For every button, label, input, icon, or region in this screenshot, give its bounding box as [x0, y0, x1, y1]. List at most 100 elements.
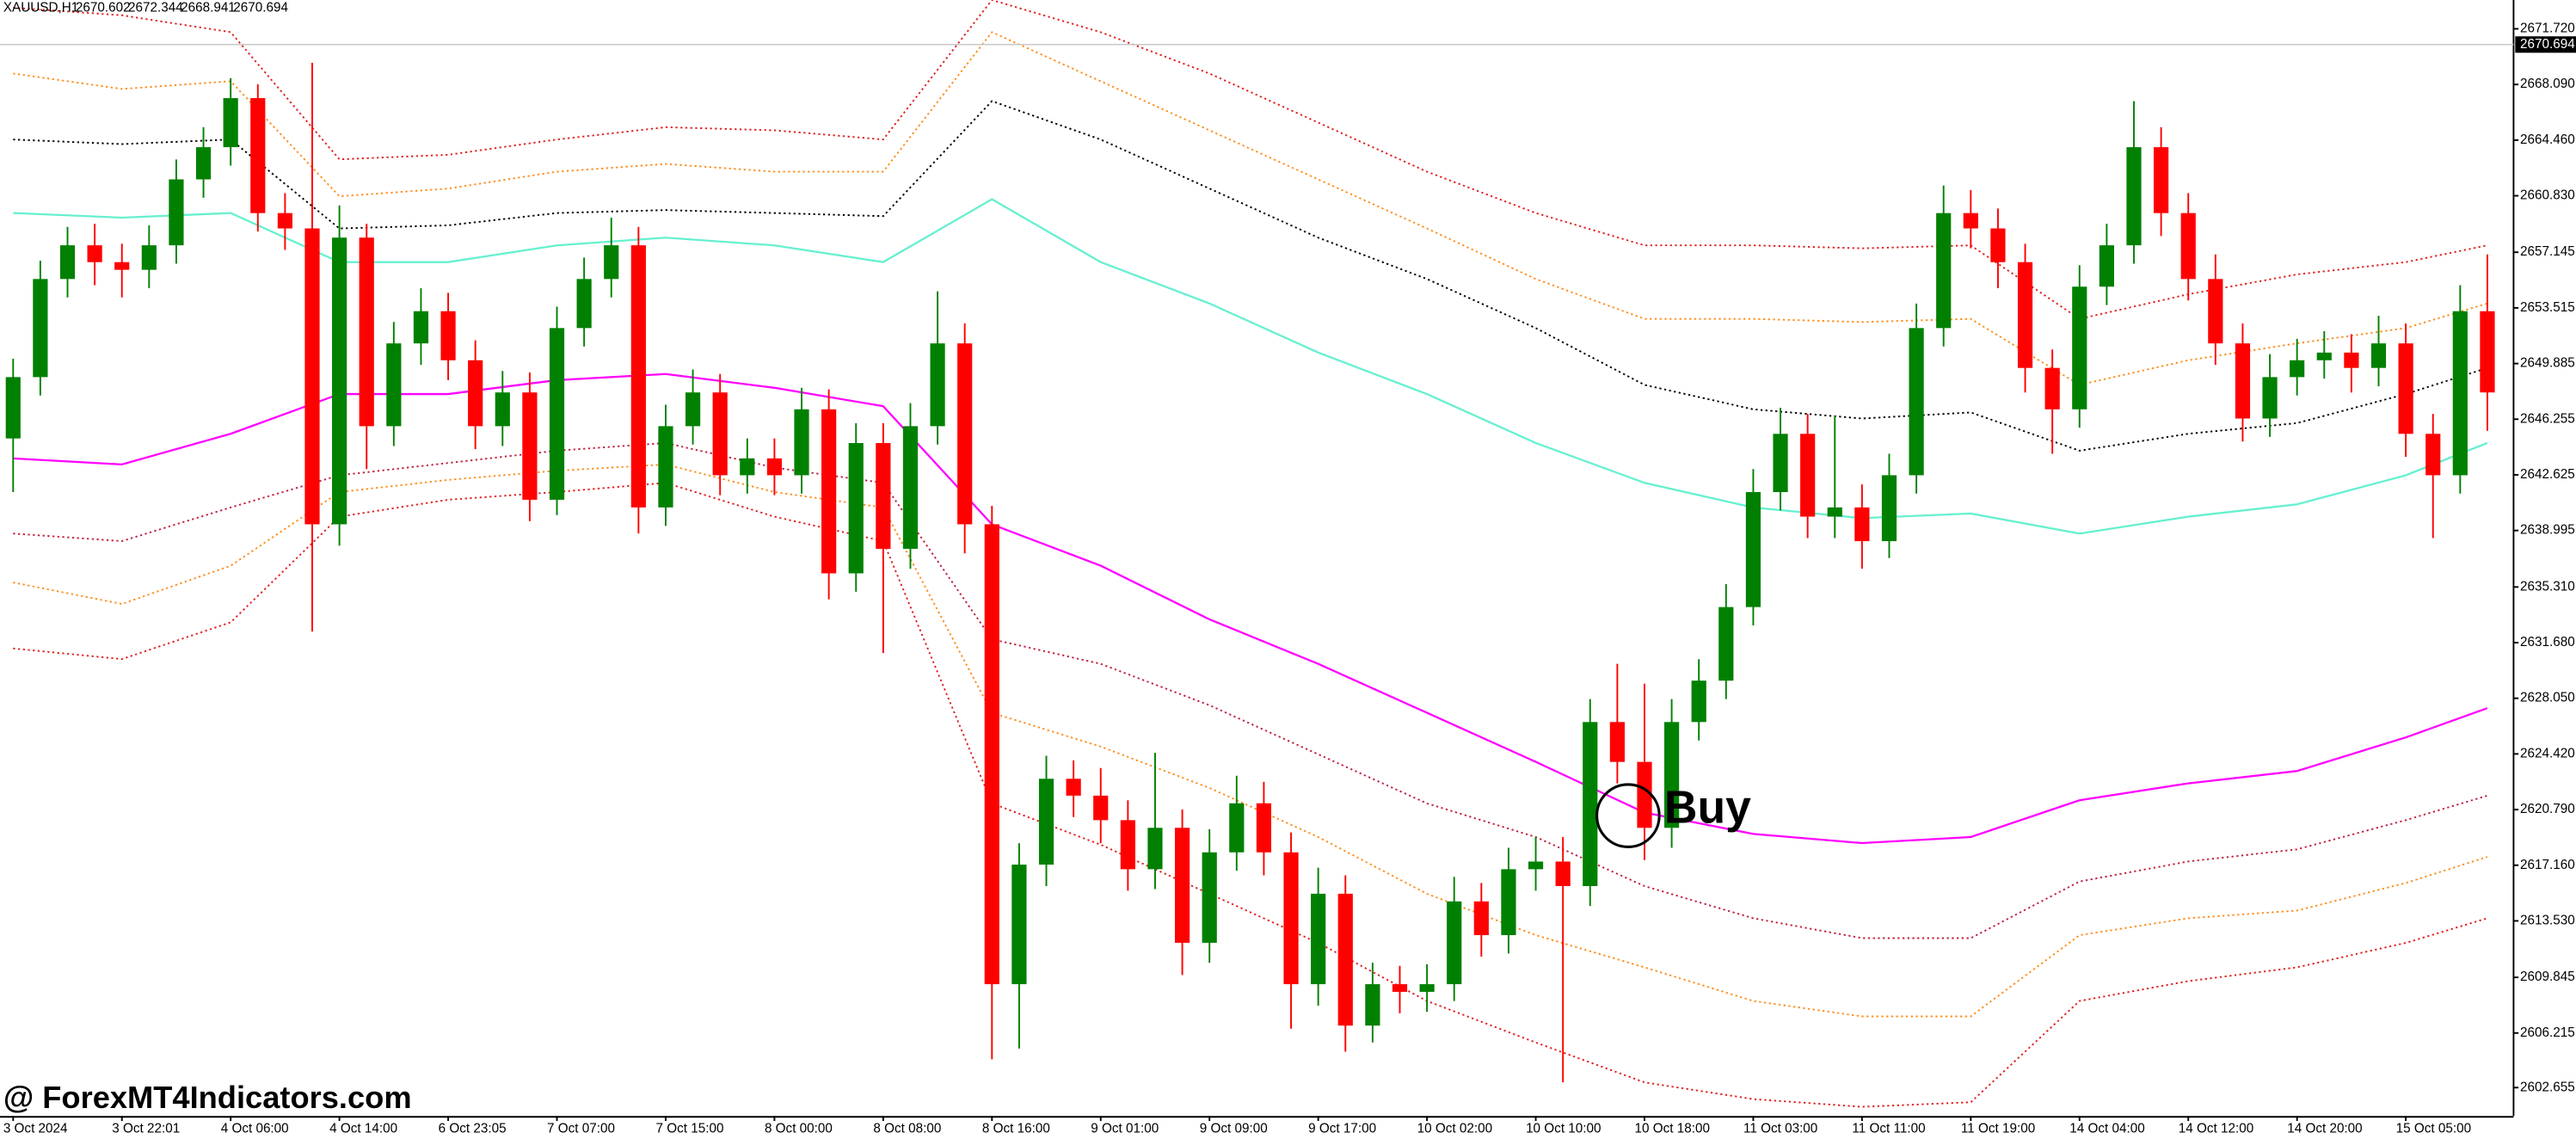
- candle-body: [304, 228, 320, 525]
- y-tick-label: 2613.530: [2520, 913, 2575, 927]
- candle-body: [2398, 343, 2413, 434]
- candle-body: [549, 328, 565, 500]
- x-tick-label: 11 Oct 03:00: [1743, 1122, 1817, 1136]
- x-tick-label: 7 Oct 07:00: [547, 1122, 615, 1136]
- candle-body: [1447, 901, 1462, 985]
- candle-body: [1881, 475, 1897, 542]
- candle-body: [1066, 779, 1081, 796]
- candle-body: [1473, 901, 1489, 936]
- symbol-label: XAUUSD,H1: [3, 1, 78, 15]
- candle-body: [223, 98, 238, 148]
- candle-body: [1120, 820, 1135, 870]
- candle-body: [712, 392, 728, 476]
- x-tick-label: 10 Oct 02:00: [1417, 1122, 1492, 1136]
- candle-body: [495, 392, 510, 427]
- current-price-label: 2670.694: [2520, 37, 2575, 52]
- candle-body: [195, 147, 212, 180]
- candle-body: [1909, 328, 1924, 476]
- x-tick-label: 14 Oct 04:00: [2069, 1122, 2144, 1136]
- x-tick-label: 4 Oct 14:00: [329, 1122, 397, 1136]
- candle-body: [1745, 492, 1761, 607]
- candle-body: [2235, 343, 2251, 419]
- x-tick-label: 9 Oct 01:00: [1091, 1122, 1159, 1136]
- candle-body: [685, 392, 701, 427]
- candle-body: [740, 458, 755, 476]
- indicator-line: [13, 198, 2488, 535]
- candle-body: [33, 279, 48, 378]
- x-tick-label: 3 Oct 2024: [3, 1122, 68, 1136]
- candle-body: [630, 245, 646, 508]
- x-tick-label: 6 Oct 23:05: [439, 1122, 507, 1136]
- buy-annotation: Buy: [1664, 783, 1751, 834]
- candle-body: [1038, 779, 1054, 865]
- candle-body: [1256, 803, 1272, 853]
- candle-body: [2290, 360, 2305, 378]
- candle-body: [1528, 861, 1544, 870]
- y-tick-label: 2602.655: [2520, 1080, 2575, 1094]
- y-tick-label: 2668.090: [2520, 77, 2575, 91]
- candle-body: [5, 377, 21, 439]
- y-tick-label: 2631.680: [2520, 635, 2575, 650]
- y-tick-label: 2671.720: [2520, 22, 2575, 36]
- candle-body: [1419, 984, 1435, 992]
- y-tick-label: 2624.420: [2520, 746, 2575, 760]
- candle-body: [576, 279, 592, 329]
- candle-body: [1501, 869, 1516, 936]
- x-tick-label: 10 Oct 18:00: [1635, 1122, 1710, 1136]
- candle-body: [1283, 852, 1299, 985]
- candle-body: [2262, 377, 2278, 419]
- quote-value: 2670.602: [76, 1, 131, 15]
- y-tick-label: 2664.460: [2520, 132, 2575, 147]
- candle-body: [141, 245, 157, 270]
- indicator-line: [13, 482, 2488, 1108]
- candle-body: [1337, 893, 1353, 1026]
- x-tick-label: 4 Oct 06:00: [221, 1122, 289, 1136]
- candle-body: [59, 245, 76, 280]
- candle-body: [1637, 761, 1652, 828]
- quote-value: 2672.344: [128, 1, 183, 15]
- candle-body: [902, 426, 919, 549]
- candle-body: [1174, 828, 1190, 943]
- candle-body: [794, 409, 809, 476]
- x-tick-label: 8 Oct 16:00: [982, 1122, 1050, 1136]
- candle-body: [604, 245, 619, 280]
- candle-body: [2425, 434, 2441, 476]
- quote-value: 2670.694: [233, 1, 288, 15]
- x-tick-label: 10 Oct 10:00: [1526, 1122, 1601, 1136]
- candle-body: [2480, 311, 2495, 393]
- candle-body: [2017, 262, 2033, 368]
- watermark: @ ForexMT4Indicators.com: [3, 1080, 412, 1115]
- candle-body: [277, 212, 292, 229]
- y-tick-label: 2653.515: [2520, 300, 2575, 315]
- indicator-line: [13, 100, 2488, 452]
- candle-body: [2180, 212, 2196, 280]
- y-tick-label: 2635.310: [2520, 579, 2575, 594]
- candle-body: [1990, 228, 2006, 262]
- y-tick-label: 2620.790: [2520, 802, 2575, 816]
- candle-body: [2208, 279, 2223, 344]
- candle-body: [930, 343, 945, 427]
- candle-body: [1147, 828, 1163, 870]
- candle-body: [821, 409, 837, 574]
- x-tick-label: 14 Oct 20:00: [2287, 1122, 2362, 1136]
- candle-body: [1392, 984, 1408, 992]
- candle-body: [169, 179, 184, 246]
- candle-body: [1827, 507, 1842, 517]
- plot-area: [5, 0, 2495, 1108]
- y-tick-label: 2617.160: [2520, 858, 2575, 872]
- y-tick-label: 2649.885: [2520, 356, 2575, 371]
- y-tick-label: 2660.830: [2520, 188, 2575, 203]
- candle-body: [440, 311, 456, 360]
- x-tick-label: 9 Oct 09:00: [1200, 1122, 1268, 1136]
- candle-body: [848, 442, 864, 574]
- candle-body: [359, 237, 374, 427]
- candle-body: [957, 343, 973, 525]
- candle-body: [766, 458, 783, 476]
- candle-body: [1773, 434, 1788, 493]
- candle-body: [1854, 507, 1870, 542]
- candle-body: [2344, 352, 2359, 368]
- candle-body: [1555, 861, 1571, 886]
- candle-body: [2072, 286, 2087, 409]
- candle-body: [114, 262, 130, 270]
- candle-body: [413, 311, 429, 344]
